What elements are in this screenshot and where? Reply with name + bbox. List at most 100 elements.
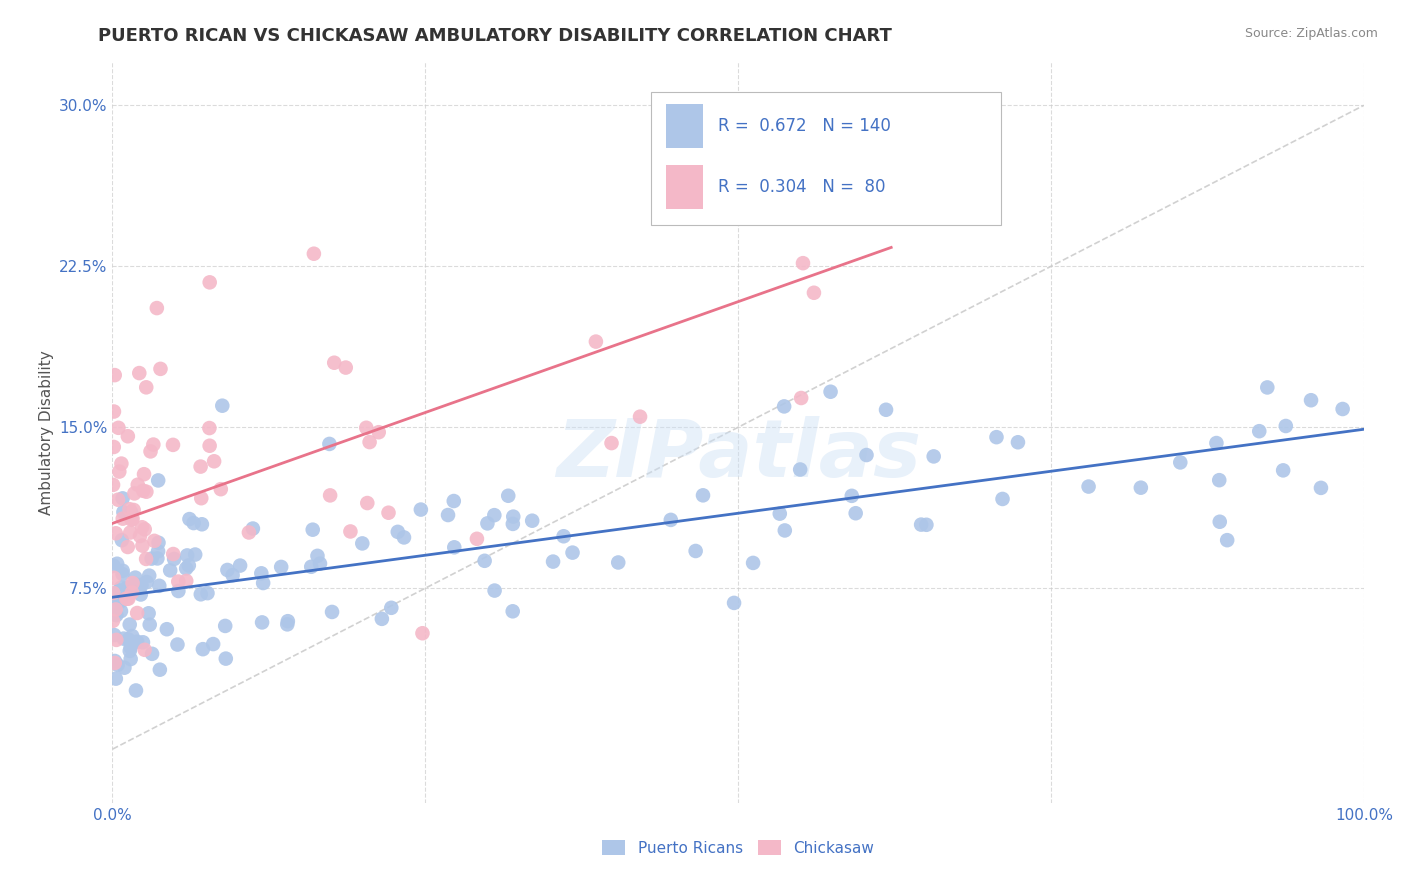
Point [118, 581, 141, 595]
Point [1310, 481, 1333, 495]
Point [146, 301, 169, 315]
Point [841, 489, 863, 503]
Text: R =  0.304   N =  80: R = 0.304 N = 80 [718, 178, 886, 196]
Point [197, 586, 219, 600]
Point [108, 594, 131, 608]
Point [502, 509, 524, 524]
Point [502, 604, 524, 618]
Point [198, 421, 221, 435]
Point [121, 512, 143, 526]
Point [465, 532, 488, 546]
Point [321, 605, 343, 619]
Point [111, 533, 134, 548]
Point [101, 614, 124, 628]
Point [221, 568, 243, 582]
Point [356, 421, 378, 435]
Point [132, 483, 155, 498]
Point [131, 520, 153, 534]
Point [103, 440, 125, 454]
Point [146, 544, 169, 558]
Point [112, 505, 135, 519]
Point [742, 556, 765, 570]
Point [159, 563, 181, 577]
Point [522, 514, 544, 528]
Point [104, 526, 127, 541]
Point [184, 548, 207, 562]
Point [392, 530, 415, 544]
Point [377, 506, 399, 520]
Point [773, 524, 796, 538]
Point [110, 581, 132, 595]
Point [792, 256, 814, 270]
Point [103, 571, 125, 585]
Point [120, 640, 142, 655]
Point [986, 430, 1008, 444]
Point [553, 529, 575, 543]
Text: Source: ZipAtlas.com: Source: ZipAtlas.com [1244, 27, 1378, 40]
Point [127, 606, 149, 620]
Point [104, 672, 127, 686]
Point [112, 632, 135, 646]
Point [1007, 435, 1029, 450]
Point [299, 559, 322, 574]
Point [585, 334, 607, 349]
Point [167, 574, 190, 589]
Point [108, 465, 131, 479]
Point [301, 523, 323, 537]
Point [120, 506, 142, 520]
Point [148, 535, 170, 549]
Point [198, 439, 221, 453]
Point [162, 438, 184, 452]
Point [915, 517, 938, 532]
Point [1256, 380, 1278, 394]
Point [773, 400, 796, 414]
Point [121, 513, 143, 527]
Point [307, 549, 329, 563]
Point [110, 604, 132, 618]
Point [820, 384, 842, 399]
Point [214, 619, 236, 633]
Point [121, 576, 143, 591]
Point [118, 644, 141, 658]
Point [1208, 473, 1230, 487]
Point [162, 547, 184, 561]
Point [183, 516, 205, 530]
Point [380, 600, 402, 615]
Point [146, 551, 169, 566]
Point [875, 402, 897, 417]
Point [443, 494, 465, 508]
Point [121, 585, 143, 599]
Point [198, 276, 221, 290]
Point [118, 617, 141, 632]
Point [561, 546, 583, 560]
Point [600, 436, 623, 450]
Point [111, 564, 134, 578]
Point [163, 552, 186, 566]
Point [176, 549, 198, 563]
Point [135, 574, 157, 589]
Point [309, 557, 332, 571]
Point [125, 683, 148, 698]
Point [217, 563, 239, 577]
Point [238, 525, 260, 540]
Point [202, 454, 225, 468]
Point [910, 517, 932, 532]
Point [142, 437, 165, 451]
Point [270, 560, 292, 574]
Point [387, 524, 409, 539]
Point [319, 488, 342, 502]
Point [148, 579, 170, 593]
Point [174, 561, 197, 575]
Point [477, 516, 499, 531]
Point [139, 444, 162, 458]
Point [112, 661, 135, 675]
Point [692, 488, 714, 502]
Point [120, 652, 142, 666]
Point [138, 617, 160, 632]
Point [252, 576, 274, 591]
Point [166, 638, 188, 652]
Point [191, 517, 214, 532]
Point [104, 654, 127, 668]
Point [148, 474, 170, 488]
Point [132, 635, 155, 649]
